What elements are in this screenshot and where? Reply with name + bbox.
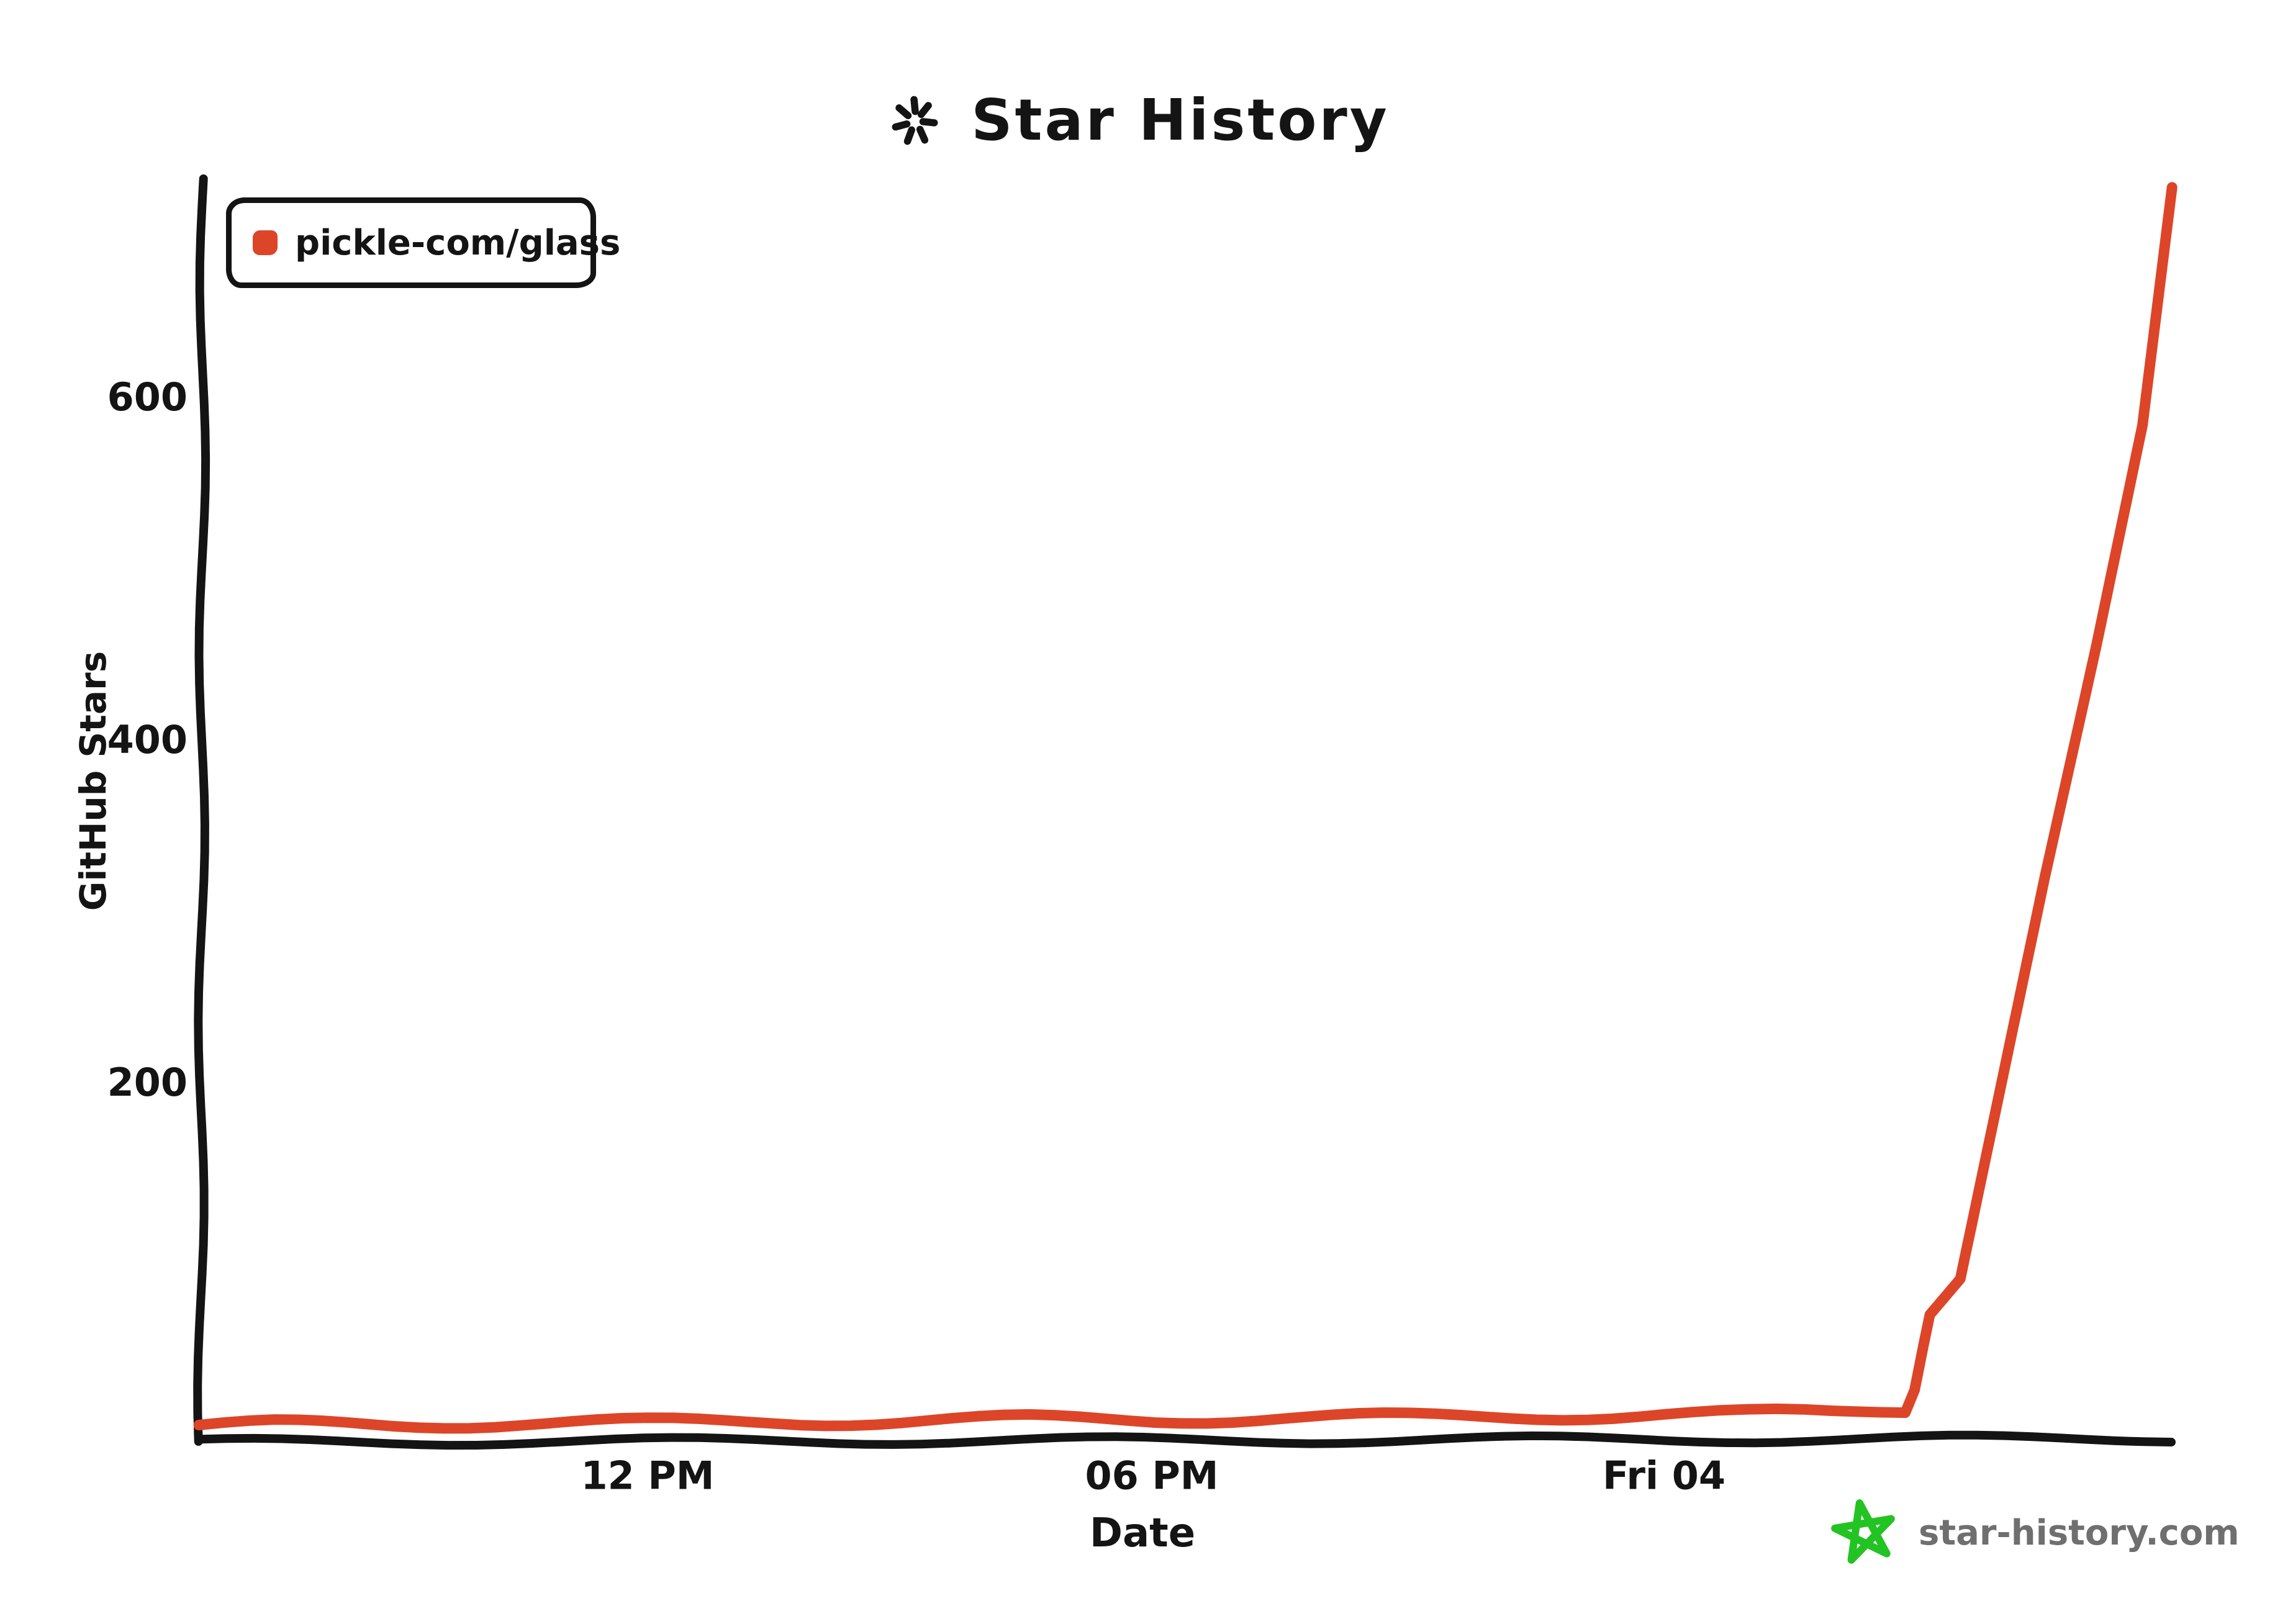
x-tick-06pm: 06 PM bbox=[1085, 1453, 1218, 1498]
green-star-icon bbox=[1831, 1499, 1895, 1564]
y-axis-title: GitHub Stars bbox=[72, 651, 114, 911]
x-axis-title: Date bbox=[1089, 1510, 1196, 1556]
series-line-pickle-com-glass bbox=[193, 182, 2178, 1434]
y-axis-line bbox=[193, 174, 210, 1446]
legend: pickle-com/glass bbox=[226, 197, 620, 288]
sparkle-icon bbox=[892, 96, 938, 145]
legend-label-pickle-com-glass: pickle-com/glass bbox=[295, 222, 621, 263]
y-tick-400: 400 bbox=[107, 717, 188, 762]
x-tick-fri04: Fri 04 bbox=[1603, 1453, 1725, 1498]
y-tick-600: 600 bbox=[107, 374, 188, 420]
page-title: Star History bbox=[971, 86, 1390, 153]
y-tick-200: 200 bbox=[107, 1060, 188, 1105]
legend-marker-pickle-com-glass bbox=[253, 230, 278, 255]
x-axis-line bbox=[194, 1430, 2176, 1450]
watermark: star-history.com bbox=[1827, 1492, 2240, 1573]
watermark-text: star-history.com bbox=[1919, 1512, 2240, 1553]
x-tick-12pm: 12 PM bbox=[581, 1453, 714, 1498]
chart-title-row: Star History bbox=[0, 79, 2275, 160]
